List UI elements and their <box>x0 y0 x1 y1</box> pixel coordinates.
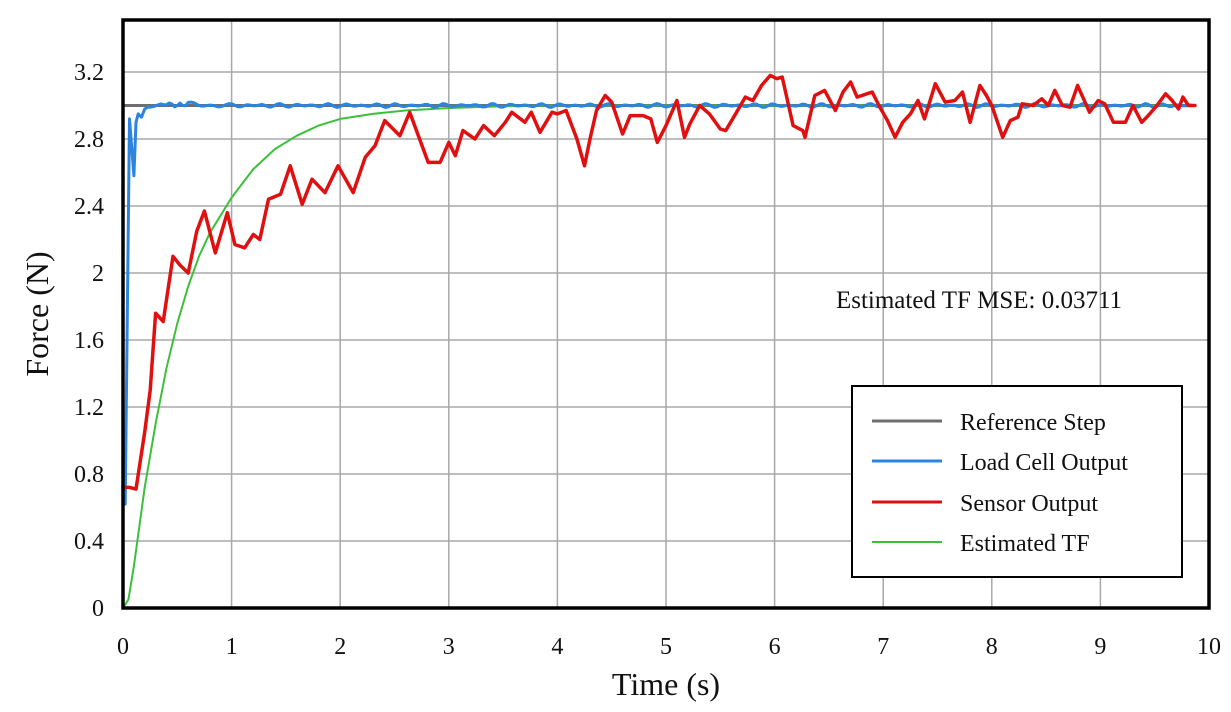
x-tick-label: 8 <box>986 634 998 660</box>
y-tick-label: 3.2 <box>74 60 104 86</box>
series-line-sensor-output <box>121 73 1197 491</box>
y-tick-label: 0 <box>92 596 104 622</box>
legend-item-sensor-output: Sensor Output <box>872 491 1098 517</box>
legend-label-load-cell-output: Load Cell Output <box>960 450 1128 476</box>
x-tick-label: 2 <box>334 634 346 660</box>
series-line-load-cell-output <box>121 100 1195 506</box>
y-tick-label: 2 <box>92 261 104 287</box>
x-tick-label: 1 <box>226 634 238 660</box>
legend: Reference Step Load Cell Output Sensor O… <box>851 385 1183 578</box>
legend-label-reference-step: Reference Step <box>960 410 1106 436</box>
y-axis-title: Force (N) <box>19 251 55 376</box>
legend-box <box>851 385 1183 578</box>
mse-annotation: Estimated TF MSE: 0.03711 <box>836 287 1122 314</box>
x-tick-label: 4 <box>551 634 563 660</box>
x-axis-title: Time (s) <box>612 666 720 702</box>
x-tick-label: 0 <box>117 634 129 660</box>
y-tick-label: 1.6 <box>74 328 104 354</box>
legend-label-estimated-tf: Estimated TF <box>960 531 1090 557</box>
y-tick-label: 0.8 <box>74 462 104 488</box>
x-tick-label: 6 <box>769 634 781 660</box>
legend-item-estimated-tf: Estimated TF <box>872 531 1090 557</box>
y-tick-label: 2.4 <box>74 194 104 220</box>
y-tick-label: 0.4 <box>74 529 104 555</box>
plot-frame <box>121 18 1211 610</box>
y-axis-ticks: 0 0.4 0.8 1.2 1.6 2 2.4 2.8 3.2 <box>74 60 104 622</box>
x-tick-label: 5 <box>660 634 672 660</box>
x-tick-label: 10 <box>1197 634 1221 660</box>
y-tick-label: 2.8 <box>74 127 104 153</box>
x-tick-label: 7 <box>877 634 889 660</box>
x-tick-label: 9 <box>1094 634 1106 660</box>
legend-item-reference-step: Reference Step <box>872 410 1106 436</box>
legend-label-sensor-output: Sensor Output <box>960 491 1098 517</box>
legend-item-load-cell-output: Load Cell Output <box>872 450 1128 476</box>
y-tick-label: 1.2 <box>74 395 104 421</box>
x-tick-label: 3 <box>443 634 455 660</box>
x-axis-ticks: 0 1 2 3 4 5 6 7 8 9 10 <box>117 634 1221 660</box>
